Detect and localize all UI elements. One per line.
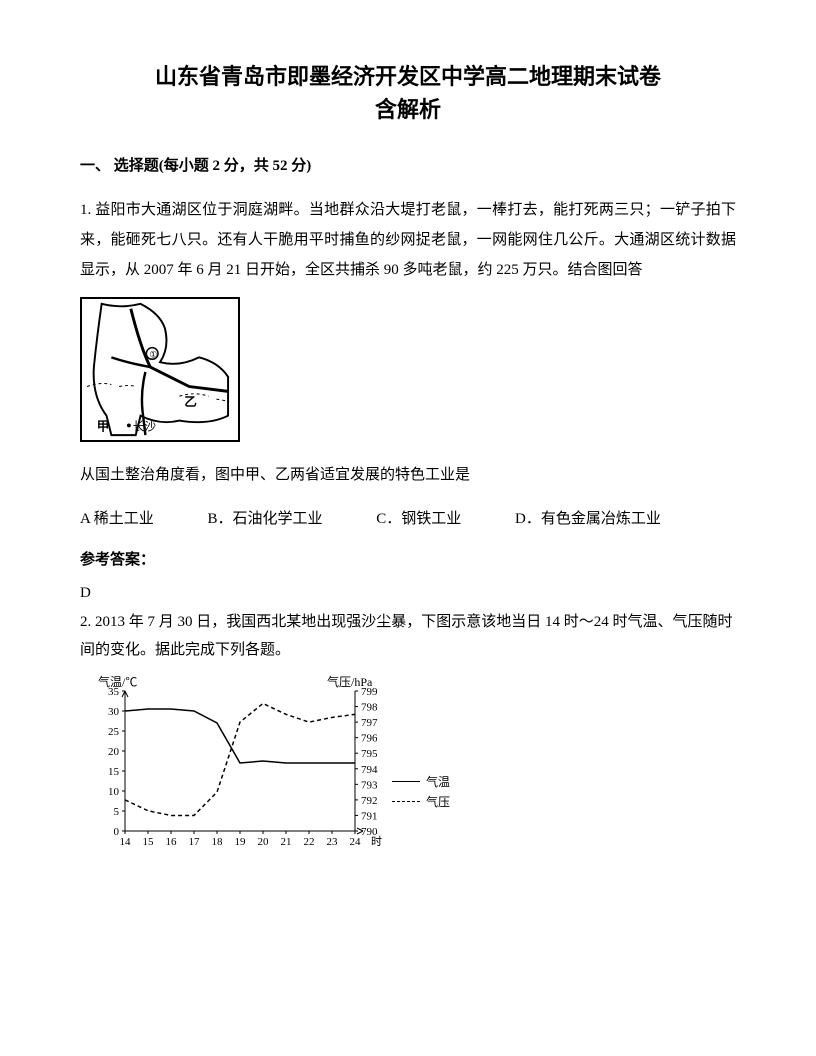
svg-text:14: 14 (120, 836, 132, 848)
title-line-2: 含解析 (80, 93, 736, 126)
map-label-jia: 甲 (97, 419, 110, 433)
chart-legend: 气温 气压 (392, 773, 450, 813)
svg-text:792: 792 (361, 794, 378, 806)
svg-text:798: 798 (361, 701, 378, 713)
answer-1: D 2. 2013 年 7 月 30 日，我国西北某地出现强沙尘暴，下图示意该地… (80, 579, 736, 665)
answer-label: 参考答案： (80, 548, 736, 569)
legend-pressure-label: 气压 (426, 793, 450, 810)
svg-text:5: 5 (114, 806, 120, 818)
map-label-yi: 乙 (184, 395, 197, 409)
svg-text:25: 25 (108, 726, 120, 738)
svg-text:791: 791 (361, 810, 378, 822)
svg-text:17: 17 (189, 836, 201, 848)
svg-text:793: 793 (361, 779, 378, 791)
svg-text:795: 795 (361, 748, 378, 760)
option-c: C．钢铁工业 (376, 504, 461, 534)
svg-text:时: 时 (371, 835, 382, 848)
dashed-line-icon (392, 801, 420, 802)
chart-svg: 0510152025303579079179279379479579679779… (80, 673, 470, 848)
title-line-1: 山东省青岛市即墨经济开发区中学高二地理期末试卷 (80, 60, 736, 93)
left-axis-label: 气温/℃ (98, 673, 137, 690)
option-d: D．有色金属冶炼工业 (515, 511, 661, 527)
svg-text:15: 15 (108, 766, 120, 778)
svg-text:15: 15 (143, 836, 155, 848)
svg-text:794: 794 (361, 763, 378, 775)
answer-1-value: D (80, 585, 91, 601)
right-axis-label: 气压/hPa (327, 673, 372, 690)
svg-text:21: 21 (281, 836, 292, 848)
svg-text:①: ① (149, 349, 157, 359)
map-figure: ① 甲 长沙 乙 (80, 297, 240, 442)
svg-text:18: 18 (212, 836, 224, 848)
legend-pressure: 气压 (392, 793, 450, 810)
svg-text:20: 20 (258, 836, 270, 848)
question-1-sub: 从国土整治角度看，图中甲、乙两省适宜发展的特色工业是 (80, 460, 736, 490)
svg-text:20: 20 (108, 746, 120, 758)
svg-text:19: 19 (235, 836, 247, 848)
line-chart: 气温/℃ 气压/hPa 0510152025303579079179279379… (80, 673, 470, 848)
svg-text:24: 24 (350, 836, 362, 848)
svg-text:23: 23 (327, 836, 339, 848)
svg-text:796: 796 (361, 732, 378, 744)
question-2-text: 2. 2013 年 7 月 30 日，我国西北某地出现强沙尘暴，下图示意该地当日… (80, 614, 733, 659)
solid-line-icon (392, 781, 420, 782)
section-1-header: 一、 选择题(每小题 2 分，共 52 分) (80, 154, 736, 175)
svg-text:30: 30 (108, 706, 120, 718)
svg-text:10: 10 (108, 786, 120, 798)
question-1-options: A 稀土工业 B．石油化学工业 C．钢铁工业 D．有色金属冶炼工业 (80, 504, 736, 534)
svg-text:797: 797 (361, 717, 378, 729)
question-1-text: 1. 益阳市大通湖区位于洞庭湖畔。当地群众沿大堤打老鼠，一棒打去，能打死两三只；… (80, 195, 736, 285)
option-b: B．石油化学工业 (208, 504, 323, 534)
exam-title: 山东省青岛市即墨经济开发区中学高二地理期末试卷 含解析 (80, 60, 736, 126)
legend-temp-label: 气温 (426, 773, 450, 790)
svg-text:22: 22 (304, 836, 315, 848)
svg-text:16: 16 (166, 836, 178, 848)
legend-temp: 气温 (392, 773, 450, 790)
map-label-changsha: 长沙 (133, 420, 157, 433)
option-a: A 稀土工业 (80, 504, 154, 534)
